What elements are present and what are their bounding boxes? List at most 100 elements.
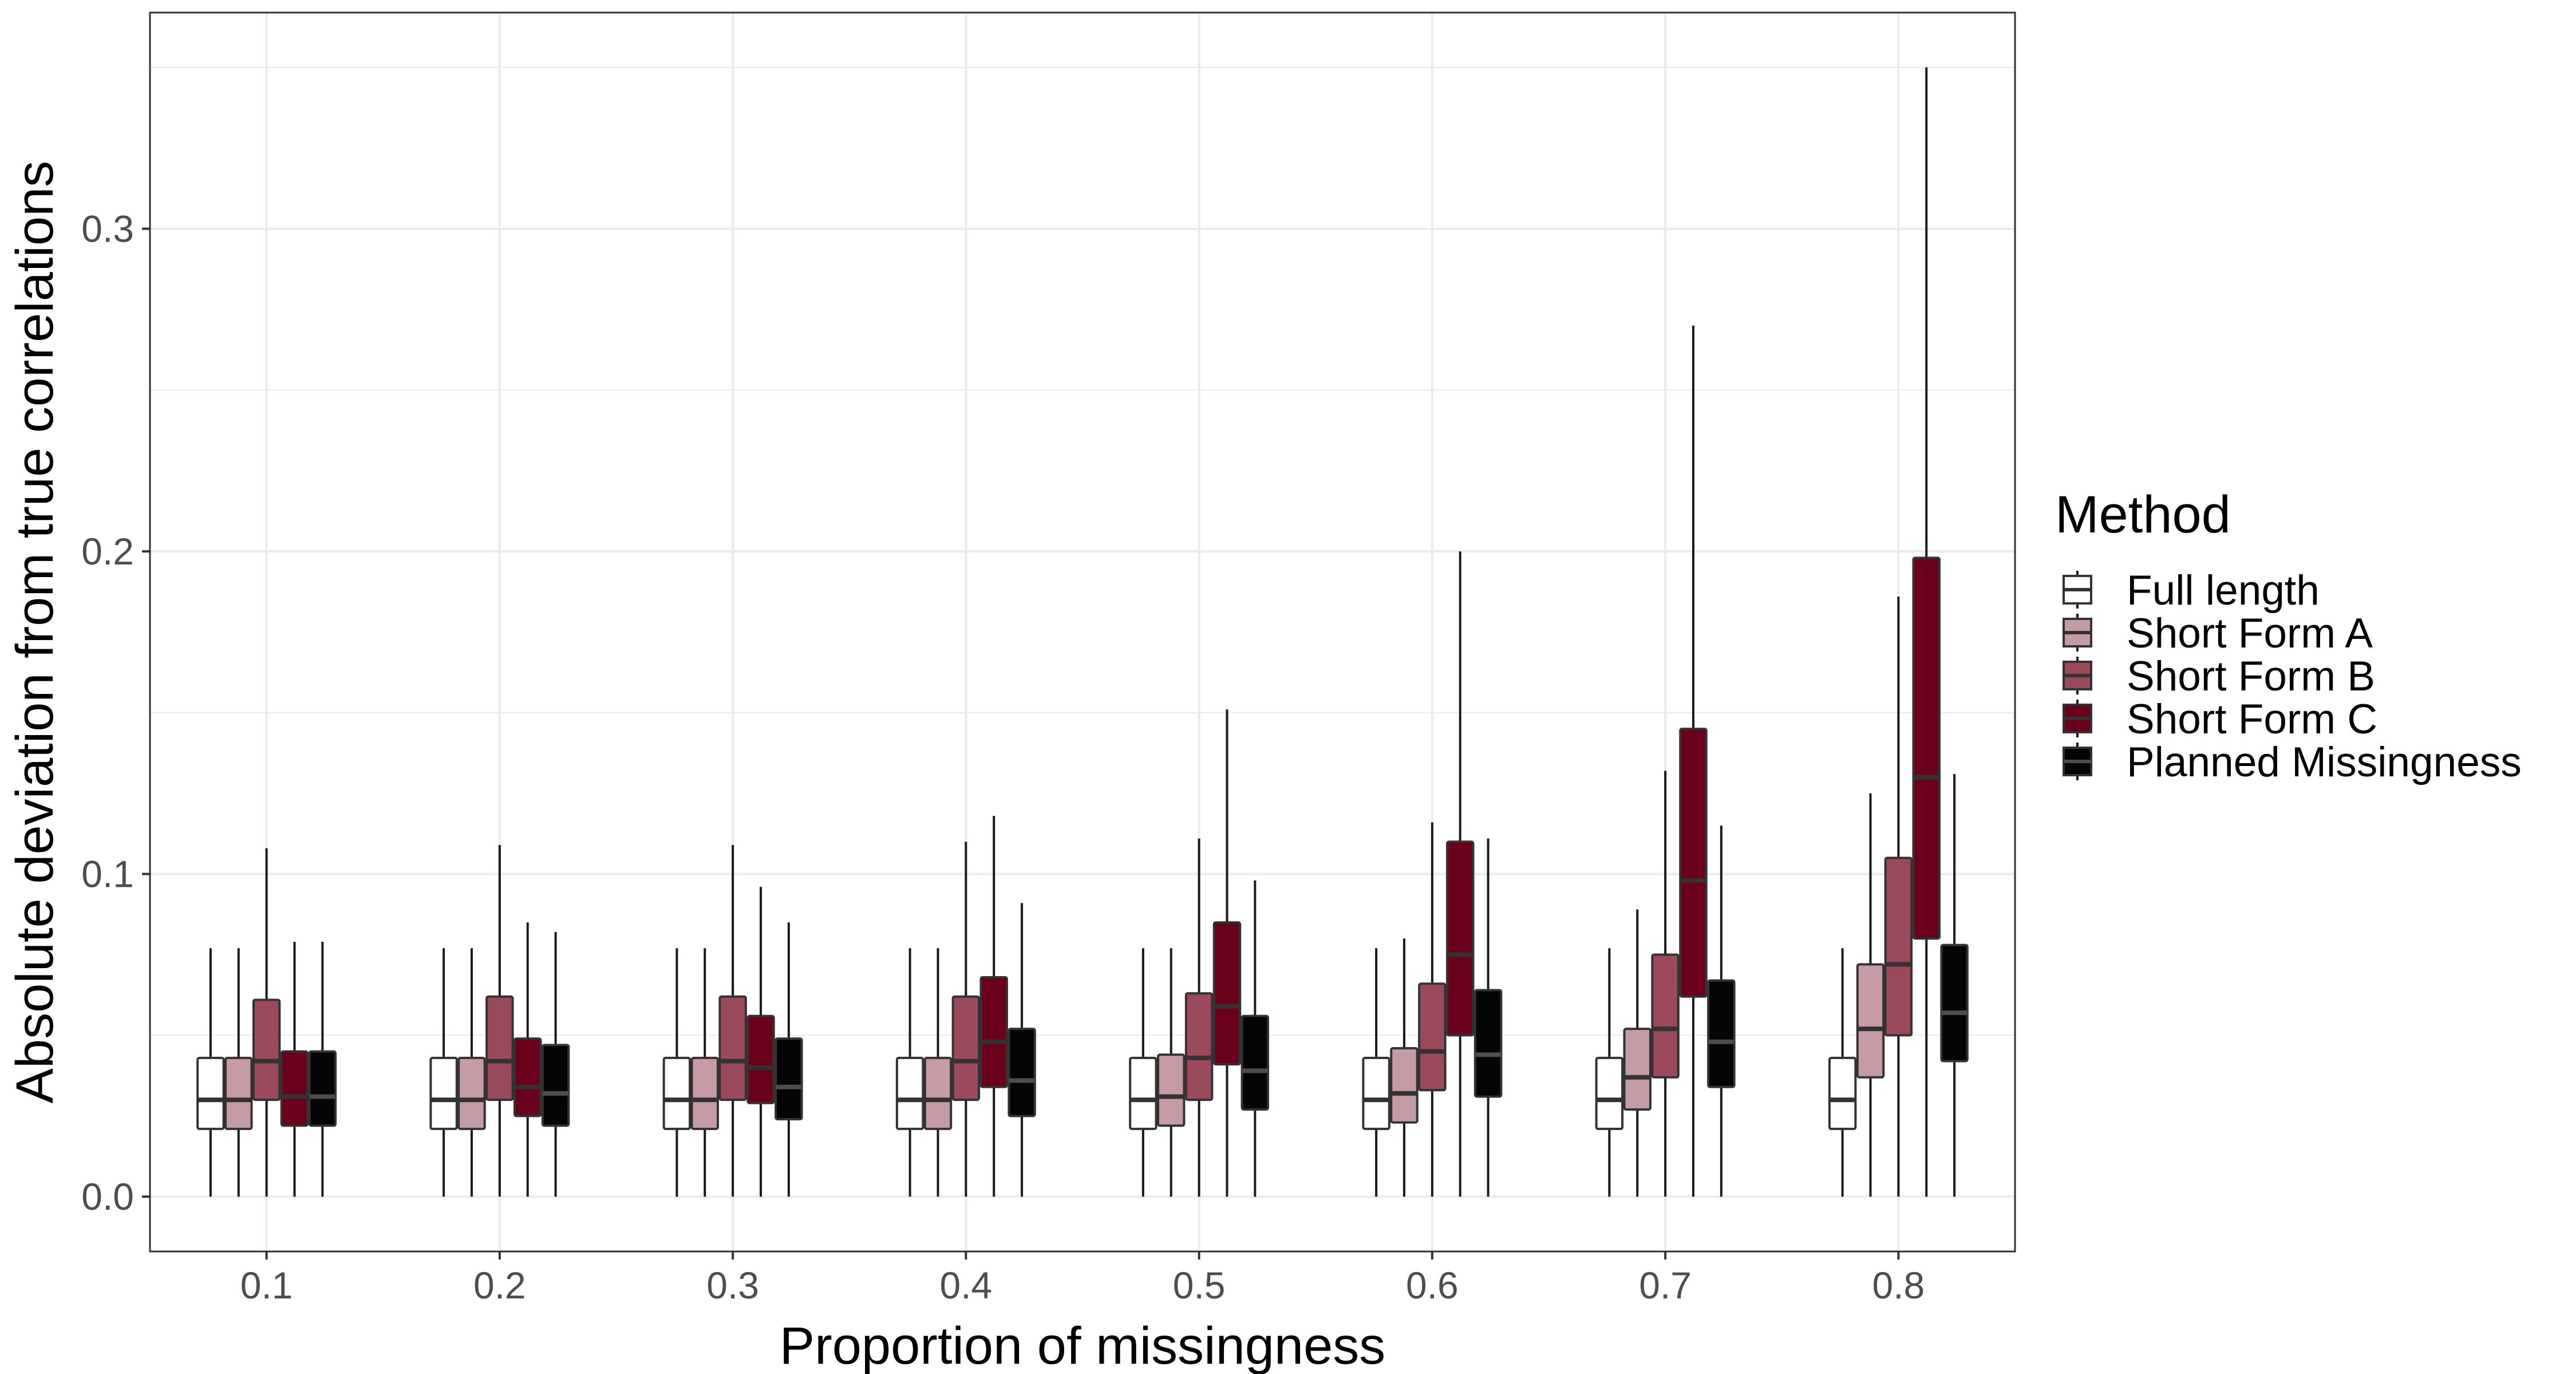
box-short-form-b-0.1 (252, 848, 281, 1197)
box-iqr (662, 1056, 692, 1130)
box-planned-missingness-0.8 (1940, 773, 1969, 1197)
series-short-form-c (280, 67, 1941, 1197)
box-iqr (485, 995, 514, 1101)
box-iqr (308, 1050, 337, 1127)
x-tick-label: 0.8 (1872, 1264, 1925, 1306)
box-short-form-a-0.1 (224, 948, 253, 1197)
box-short-form-c-0.8 (1912, 67, 1941, 1197)
box-planned-missingness-0.4 (1008, 903, 1036, 1197)
box-iqr (1912, 556, 1941, 940)
box-iqr (718, 995, 747, 1101)
box-iqr (1707, 979, 1736, 1088)
box-short-form-c-0.3 (746, 887, 775, 1197)
box-iqr (252, 998, 281, 1101)
box-iqr (1362, 1056, 1390, 1130)
series-full-length (196, 948, 1857, 1197)
box-short-form-a-0.3 (690, 948, 719, 1197)
box-iqr (1651, 953, 1680, 1079)
box-iqr (1184, 992, 1214, 1101)
plot-panel-border (149, 11, 2016, 1253)
box-planned-missingness-0.3 (775, 922, 803, 1197)
legend-label: Short Form A (2127, 610, 2373, 657)
box-full-length-0.3 (662, 948, 692, 1197)
box-iqr (895, 1056, 924, 1130)
box-iqr (690, 1056, 719, 1130)
x-tick-label: 0.4 (940, 1264, 993, 1306)
box-planned-missingness-0.7 (1707, 826, 1736, 1197)
x-tick-label: 0.5 (1173, 1264, 1226, 1306)
legend-item-short-form-b: Short Form B (2063, 653, 2375, 700)
box-full-length-0.5 (1129, 948, 1157, 1197)
box-iqr (280, 1050, 309, 1127)
y-axis-title: Absolute deviation from true correlation… (6, 161, 64, 1104)
box-iqr (979, 976, 1008, 1088)
box-short-form-c-0.7 (1679, 325, 1708, 1197)
box-planned-missingness-0.6 (1473, 838, 1503, 1197)
box-short-form-a-0.6 (1390, 938, 1419, 1197)
box-iqr (224, 1056, 253, 1130)
box-iqr (1418, 982, 1447, 1092)
box-full-length-0.7 (1595, 948, 1624, 1197)
box-iqr (1129, 1056, 1157, 1130)
box-iqr (1240, 1014, 1270, 1111)
x-tick-label: 0.3 (706, 1264, 759, 1306)
series-short-form-b (252, 597, 1913, 1197)
box-short-form-b-0.6 (1418, 822, 1447, 1197)
legend-item-short-form-c: Short Form C (2063, 696, 2377, 743)
x-axis-title: Proportion of missingness (780, 1317, 1386, 1374)
box-short-form-a-0.8 (1856, 793, 1885, 1197)
y-tick-label: 0.1 (81, 853, 134, 895)
box-short-form-b-0.8 (1884, 597, 1913, 1197)
x-tick-label: 0.6 (1406, 1264, 1459, 1306)
legend-label: Full length (2127, 567, 2320, 614)
y-tick-label: 0.2 (81, 530, 134, 572)
box-short-form-b-0.7 (1651, 771, 1680, 1197)
legend-title: Method (2055, 485, 2231, 544)
box-short-form-b-0.3 (718, 844, 747, 1197)
x-tick-label: 0.1 (240, 1264, 293, 1306)
box-iqr (541, 1044, 570, 1127)
box-iqr (1157, 1053, 1186, 1127)
x-tick-label: 0.7 (1639, 1264, 1692, 1306)
x-tick-label: 0.2 (473, 1264, 526, 1306)
series-planned-missingness (308, 773, 1969, 1197)
box-iqr (1884, 856, 1913, 1037)
y-tick-label: 0.3 (81, 208, 134, 250)
box-full-length-0.8 (1828, 948, 1857, 1197)
box-iqr (1446, 840, 1475, 1037)
box-short-form-c-0.5 (1212, 709, 1242, 1197)
box-short-form-a-0.5 (1157, 948, 1186, 1197)
box-iqr (1390, 1047, 1419, 1124)
axis-layer: 0.0 0.1 0.2 0.3 0.1 0.2 0.3 0.4 0.5 0.6 0.7 0.8 (81, 208, 1925, 1306)
box-short-form-b-0.4 (951, 842, 981, 1197)
legend-label: Short Form B (2127, 653, 2375, 700)
box-full-length-0.2 (429, 948, 458, 1197)
series-short-form-a (224, 793, 1885, 1197)
legend-label: Planned Missingness (2127, 739, 2522, 785)
box-short-form-c-0.4 (979, 816, 1008, 1197)
box-iqr (1828, 1056, 1857, 1130)
box-iqr (1595, 1056, 1624, 1130)
legend-item-full-length: Full length (2063, 567, 2320, 614)
box-iqr (746, 1014, 775, 1104)
box-planned-missingness-0.2 (541, 932, 570, 1197)
y-tick-label: 0.0 (81, 1175, 134, 1218)
legend-label: Short Form C (2127, 696, 2377, 743)
legend-item-planned-missingness: Planned Missingness (2063, 739, 2522, 785)
box-iqr (923, 1056, 953, 1130)
box-iqr (1473, 989, 1503, 1098)
box-short-form-c-0.6 (1446, 551, 1475, 1197)
box-iqr (1623, 1028, 1652, 1111)
box-iqr (1008, 1028, 1036, 1118)
box-full-length-0.6 (1362, 948, 1390, 1197)
box-layer (196, 67, 1969, 1197)
box-iqr (775, 1037, 803, 1120)
legend-item-short-form-a: Short Form A (2063, 610, 2373, 657)
box-iqr (1212, 921, 1242, 1066)
box-iqr (1856, 963, 1885, 1079)
box-iqr (429, 1056, 458, 1130)
box-iqr (513, 1037, 542, 1118)
